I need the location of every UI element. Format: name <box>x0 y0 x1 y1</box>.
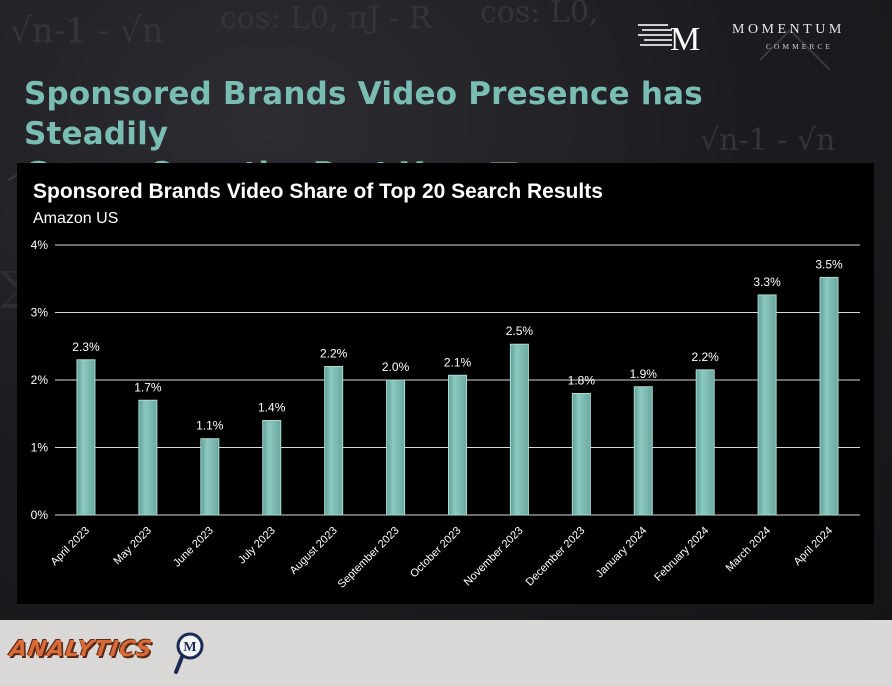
bar-chart: 0% 1% 2% 3% 4% April 2023 May 2023 June 2023 Ju… <box>31 238 860 591</box>
y-axis-ticks: 0% 1% 2% 3% 4% <box>31 238 49 522</box>
bars <box>76 276 839 516</box>
svg-text:cos: L0, πJ - R: cos: L0, πJ - R <box>220 1 433 36</box>
x-tick-label: January 2024 <box>594 525 650 581</box>
svg-text:√n-1 - √n: √n-1 - √n <box>10 11 163 51</box>
bar <box>324 366 344 516</box>
x-tick-label: July 2023 <box>236 525 278 567</box>
data-label: 1.9% <box>630 367 658 381</box>
bar <box>262 420 282 516</box>
chart-title: Sponsored Brands Video Share of Top 20 S… <box>33 180 603 203</box>
x-tick-label: December 2023 <box>524 525 588 589</box>
logo-mark-icon: M <box>638 21 700 54</box>
data-label: 2.2% <box>692 350 720 364</box>
x-tick-label: April 2024 <box>792 525 836 569</box>
bar <box>448 374 467 516</box>
magnifier-letter: M <box>183 640 196 655</box>
footer-bar <box>0 620 892 686</box>
data-label: 3.3% <box>753 275 781 289</box>
math-doodles: √n-1 - √n cos: L0, πJ - R cos: L0, √n-1 … <box>0 0 871 320</box>
y-tick-label: 0% <box>31 508 49 522</box>
data-label: 1.1% <box>196 419 224 433</box>
data-label: 1.8% <box>568 374 596 388</box>
bar <box>571 393 591 516</box>
analytics-brand: ANALYTICS <box>8 637 155 662</box>
data-label: 2.3% <box>72 340 100 354</box>
data-label: 1.4% <box>258 401 286 415</box>
x-tick-label: March 2024 <box>724 525 774 575</box>
bar <box>695 369 715 516</box>
data-label: 3.5% <box>815 257 843 271</box>
bar <box>386 379 406 516</box>
x-tick-label: June 2023 <box>171 525 216 570</box>
bar <box>200 438 220 516</box>
x-tick-label: November 2023 <box>462 525 526 589</box>
y-tick-label: 2% <box>31 373 49 387</box>
x-tick-label: September 2023 <box>336 525 402 591</box>
bar <box>819 276 839 516</box>
svg-text:cos: L0,: cos: L0, <box>480 0 598 30</box>
x-tick-label: October 2023 <box>408 525 464 581</box>
chart-subtitle: Amazon US <box>33 210 119 227</box>
momentum-logo: M MOMENTUM COMMERCE <box>636 18 876 58</box>
headline-line-1: Sponsored Brands Video Presence has Stea… <box>24 76 703 152</box>
x-tick-label: May 2023 <box>111 525 154 568</box>
data-labels: 2.3% 1.7% 1.1% 1.4% 2.2% 2.0% 2.1% 2.5% 1.8% 1.9%… <box>72 257 843 432</box>
svg-text:√n-1 - √n: √n-1 - √n <box>700 123 835 158</box>
bar <box>509 343 529 516</box>
bar <box>76 359 96 516</box>
bar <box>757 294 777 516</box>
data-label: 2.2% <box>320 347 348 361</box>
magnifier-icon: M <box>174 632 204 674</box>
chart-panel <box>17 163 874 604</box>
bar <box>138 399 158 516</box>
x-axis-ticks: April 2023 May 2023 June 2023 July 2023 Augu… <box>49 525 836 591</box>
logo-mark-letter: M <box>670 21 700 54</box>
x-tick-label: April 2023 <box>49 525 93 569</box>
y-tick-label: 4% <box>31 238 49 252</box>
logo-subtext: COMMERCE <box>766 42 833 51</box>
y-tick-label: 1% <box>31 441 49 455</box>
bar <box>633 386 653 516</box>
y-tick-label: 3% <box>31 306 49 320</box>
data-label: 2.0% <box>382 360 410 374</box>
x-tick-label: February 2024 <box>652 525 711 584</box>
x-tick-label: August 2023 <box>288 525 340 577</box>
data-label: 1.7% <box>134 380 162 394</box>
data-label: 2.1% <box>444 355 472 369</box>
logo-wordmark: MOMENTUM <box>732 22 845 37</box>
data-label: 2.5% <box>506 324 534 338</box>
